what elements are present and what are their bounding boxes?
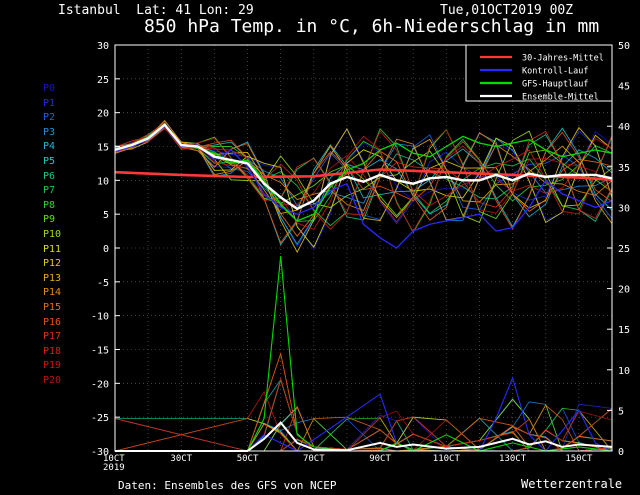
legend-box (465, 44, 613, 102)
y-left-tick-label: -20 (91, 379, 109, 390)
y-left-tick-label: -15 (91, 346, 109, 357)
y-right-tick-label: 20 (618, 285, 630, 296)
model-run-label: Tue,01OCT2019 00Z (440, 3, 574, 18)
legend-entry-label: Kontroll-Lauf (522, 67, 589, 77)
y-right-tick-label: 45 (618, 82, 630, 93)
member-label: P17 (43, 331, 62, 343)
y-right-tick-label: 35 (618, 163, 630, 174)
legend-entry-label: Ensemble-Mittel (522, 93, 599, 103)
member-label: P10 (43, 229, 62, 240)
ensemble-member-precip-line (115, 377, 613, 452)
axes: 302520151050-5-10-15-20-25-3050454035302… (91, 41, 630, 473)
y-left-tick-label: 0 (103, 244, 109, 255)
member-label: P16 (43, 316, 62, 328)
control-run-temp-line (114, 125, 613, 249)
x-tick-label: 2019 (103, 463, 125, 473)
member-label: P3 (43, 126, 56, 138)
y-right-tick-label: 30 (618, 203, 630, 214)
y-right-tick-label: 10 (618, 366, 630, 377)
x-tick-label: 130CT (499, 454, 527, 464)
member-label: P18 (43, 345, 62, 357)
member-label: P11 (43, 243, 62, 255)
legend-entry-label: GFS-Hauptlauf (522, 80, 589, 90)
x-tick-label: 70CT (303, 454, 325, 464)
y-left-tick-label: 30 (97, 41, 109, 52)
member-label: P2 (43, 112, 56, 124)
ensemble-member-temp-line (114, 123, 613, 223)
ensemble-member-precip-line (115, 408, 613, 452)
plot-lines (114, 119, 613, 452)
y-left-tick-label: 15 (97, 143, 109, 154)
y-left-tick-label: -5 (97, 278, 109, 289)
member-label: P20 (43, 375, 62, 386)
y-right-tick-label: 15 (618, 325, 630, 336)
y-left-tick-label: -10 (91, 312, 109, 323)
chart-title: 850 hPa Temp. in °C, 6h-Niederschlag in … (144, 16, 600, 37)
y-left-tick-label: 20 (97, 109, 109, 120)
y-left-tick-label: 5 (103, 210, 109, 221)
brand-label: Wetterzentrale (521, 477, 623, 491)
ensemble-member-temp-line (114, 124, 613, 224)
x-tick-label: 150CT (565, 454, 593, 464)
x-tick-label: 30CT (170, 454, 192, 464)
member-label: P9 (43, 214, 56, 226)
ensemble-member-precip-line (115, 404, 613, 452)
member-label: P6 (43, 170, 56, 182)
y-right-tick-label: 5 (618, 406, 624, 417)
legend-entry-label: 30-Jahres-Mittel (522, 54, 604, 64)
y-right-tick-label: 50 (618, 41, 630, 52)
ensemble-member-precip-line (115, 405, 613, 452)
ensemble-member-precip-line (115, 403, 613, 452)
grid (115, 44, 612, 452)
x-tick-label: 90CT (369, 454, 391, 464)
member-label: P15 (43, 302, 62, 313)
ensemble-member-precip-line (114, 408, 613, 452)
y-left-tick-label: -25 (91, 413, 109, 424)
member-label: P1 (43, 97, 56, 109)
y-left-tick-label: 10 (97, 176, 109, 187)
ensemble-member-precip-line (114, 408, 613, 452)
member-label: P7 (43, 185, 56, 197)
member-label: P4 (43, 141, 56, 153)
ensemble-member-temp-line (114, 128, 613, 223)
x-tick-label: 110CT (433, 454, 461, 464)
location-label: Istanbul Lat: 41 Lon: 29 (58, 3, 254, 18)
member-label: P13 (43, 272, 62, 284)
member-label: P14 (43, 287, 62, 299)
member-label: P5 (43, 156, 56, 167)
ensemble-mean-precip-line (115, 421, 613, 452)
member-label: P12 (43, 258, 62, 270)
member-label: P8 (43, 199, 56, 211)
legend: 30-Jahres-Mittel Kontroll-Lauf GFS-Hauptla… (465, 44, 613, 103)
y-right-tick-label: 40 (618, 122, 630, 133)
y-left-tick-label: 25 (97, 75, 109, 86)
ensemble-mean-temp-line (114, 123, 613, 211)
y-right-tick-label: 0 (618, 447, 624, 458)
ensemble-member-precip-line (115, 403, 613, 452)
y-right-tick-label: 25 (618, 244, 630, 255)
member-label: P0 (43, 83, 56, 94)
main-run-precip-line (115, 256, 613, 452)
x-tick-label: 10CT (103, 454, 125, 464)
y-left-tick-label: -30 (91, 447, 109, 458)
member-label: P19 (43, 360, 62, 372)
source-credit: Daten: Ensembles des GFS von NCEP (118, 479, 337, 492)
x-tick-label: 50CT (237, 454, 259, 464)
